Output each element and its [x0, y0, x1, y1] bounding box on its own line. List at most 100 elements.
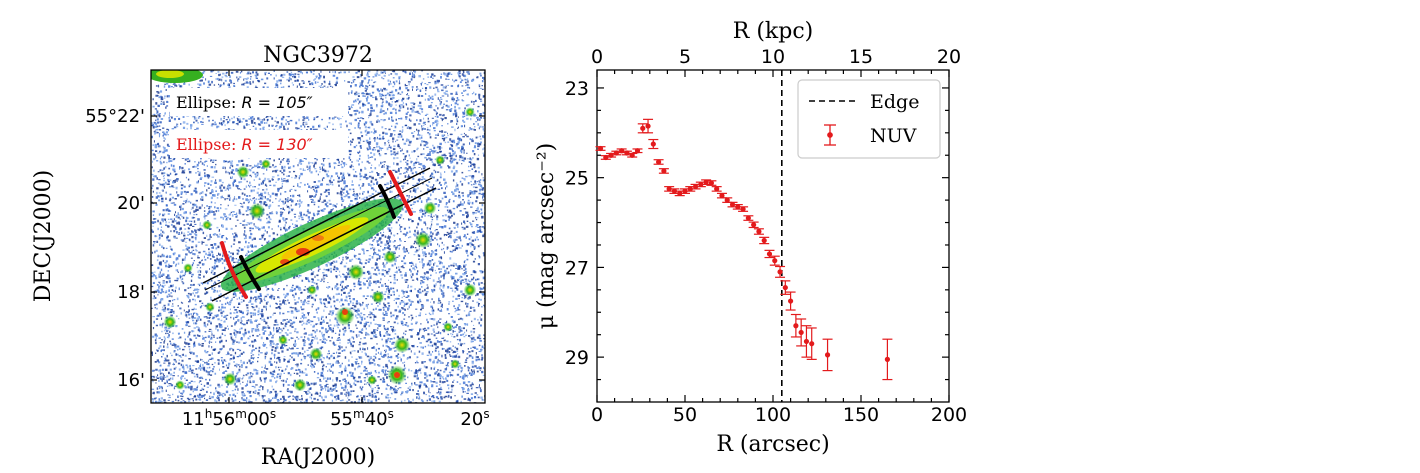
- dec-tick-1: 55°22': [85, 106, 145, 127]
- source-16: [463, 283, 477, 297]
- legend-nuv-label: NUV: [870, 125, 917, 147]
- data-point: [627, 152, 638, 158]
- source-13: [348, 264, 364, 280]
- source-4: [415, 232, 431, 248]
- source-25: [435, 155, 445, 165]
- ra-tick-labels: 11h56m00s 55m40s 20s: [182, 407, 490, 430]
- source-2: [383, 250, 397, 264]
- annotation-r130: Ellipse: R = 130″: [170, 130, 348, 158]
- data-point: [743, 215, 754, 221]
- data-point: [748, 221, 759, 229]
- x2-tick-label: 0: [591, 46, 603, 68]
- ellipse-r105-markers: [239, 184, 396, 291]
- source-core-0: [342, 309, 348, 315]
- legend-edge-label: Edge: [870, 91, 919, 113]
- data-point: [822, 338, 833, 372]
- source-5: [163, 315, 177, 329]
- data-point: [764, 249, 775, 259]
- data-point: [806, 327, 817, 360]
- data-point: [882, 338, 893, 381]
- source-23: [175, 380, 185, 390]
- source-17: [394, 337, 410, 353]
- source-0: [236, 165, 250, 179]
- image-ticks: [151, 70, 485, 403]
- data-point: [606, 152, 617, 158]
- data-point: [653, 159, 664, 165]
- source-11: [443, 322, 453, 332]
- x-tick-label: 150: [843, 404, 879, 426]
- data-point: [775, 265, 786, 278]
- x2-tick-label: 15: [849, 46, 873, 68]
- dec-tick-3: 18': [117, 282, 145, 303]
- source-9: [278, 335, 288, 345]
- source-27: [293, 378, 307, 392]
- x-axis-label: R (arcsec): [716, 432, 829, 457]
- data-point: [711, 186, 722, 192]
- x2-tick-label: 5: [679, 46, 691, 68]
- x-tick-label: 100: [755, 404, 791, 426]
- ra-tick-2: 55m40s: [330, 407, 394, 430]
- source-26: [367, 375, 377, 385]
- legend-nuv-swatch: [824, 124, 836, 146]
- data-point: [643, 118, 654, 134]
- data-point: [769, 255, 780, 266]
- data-point: [648, 138, 659, 150]
- annotation-r105: Ellipse: R = 105″: [170, 88, 348, 116]
- legend-box: [797, 79, 941, 159]
- source-3: [371, 290, 385, 304]
- y-tick-label: 25: [565, 168, 589, 190]
- data-point: [722, 197, 733, 203]
- y-axis-label: μ (mag arcsec⁻²): [534, 143, 559, 330]
- data-point: [738, 206, 749, 212]
- noise-layer-0: [151, 70, 485, 403]
- image-frame: [150, 69, 486, 404]
- image-title: NGC3972: [263, 43, 373, 68]
- source-12: [423, 201, 437, 215]
- data-point: [790, 313, 801, 338]
- data-point: [632, 148, 643, 154]
- x-tick-label: 0: [591, 404, 603, 426]
- x2-tick-label: 10: [761, 46, 785, 68]
- noise-layer-3: [151, 70, 485, 403]
- data-point: [595, 145, 606, 152]
- data-point: [611, 150, 622, 156]
- source-core-1: [394, 372, 400, 378]
- ra-tick-1: 11h56m00s: [182, 407, 276, 430]
- image-panel: NGC3972: [31, 43, 490, 470]
- data-point: [759, 236, 770, 245]
- source-6: [335, 306, 355, 326]
- ra-tick-3: 20s: [460, 407, 489, 430]
- ellipse-r130-markers: [220, 170, 413, 299]
- source-18: [307, 285, 317, 295]
- source-15: [183, 263, 193, 273]
- image-xlabel: RA(J2000): [261, 445, 375, 470]
- corner-source: [151, 70, 203, 83]
- data-point: [706, 180, 717, 186]
- nuv-series: [595, 118, 893, 381]
- data-point: [637, 123, 648, 134]
- dec-tick-labels: 55°22' 20' 18' 16': [85, 106, 145, 391]
- x-tick-label: 50: [673, 404, 697, 426]
- x-tick-label: 200: [931, 404, 967, 426]
- x2-axis-label: R (kpc): [733, 19, 813, 44]
- source-24: [202, 220, 212, 230]
- data-point: [801, 325, 812, 358]
- dec-tick-2: 20': [117, 193, 145, 214]
- source-10: [309, 347, 323, 361]
- data-point: [796, 318, 807, 347]
- data-point: [701, 179, 712, 186]
- svg-text:Ellipse: R = 105″: Ellipse: R = 105″: [176, 93, 313, 112]
- data-point: [753, 228, 764, 235]
- source-14: [205, 302, 215, 312]
- galaxy-disk: [220, 198, 404, 292]
- source-19: [261, 159, 271, 169]
- y-tick-labels: 23 25 27 29: [565, 78, 589, 369]
- dec-tick-4: 16': [117, 370, 145, 391]
- legend: Edge NUV: [797, 79, 941, 159]
- svg-text:Ellipse: R = 130″: Ellipse: R = 130″: [176, 135, 313, 154]
- x2-tick-label: 20: [937, 46, 961, 68]
- x2-tick-labels: 0 5 10 15 20: [591, 46, 961, 68]
- profile-panel: 0 50 100 150 200 0 5 10 15 20 23 25 27 29 R (arcsec…: [534, 19, 967, 457]
- x-tick-labels: 0 50 100 150 200: [591, 404, 967, 426]
